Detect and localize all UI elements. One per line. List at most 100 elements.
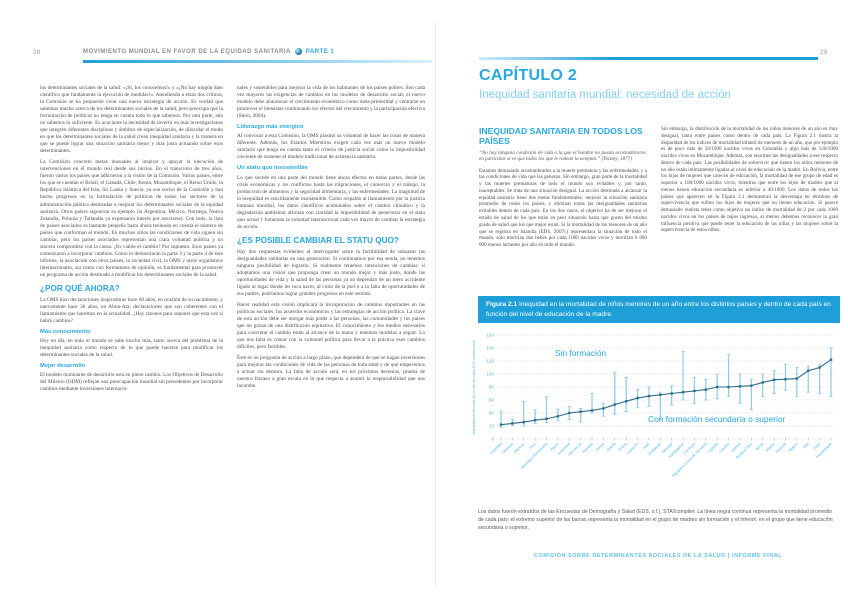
paragraph: Hacer realidad esta visión implicará la … — [237, 302, 425, 351]
data-point-marker — [556, 415, 560, 418]
data-point-marker — [681, 391, 685, 394]
paragraph: Al convocar a esta Comisión, la OMS plas… — [237, 133, 425, 161]
x-category-label: Haití — [643, 442, 651, 450]
annotation-sin-formacion: Sin formación — [555, 348, 607, 358]
left-column-2: nales y sostenibles para mejorar la vida… — [237, 85, 425, 457]
y-tick-label: 80 — [489, 385, 495, 390]
paragraph: La OMS hizo declaraciones inspiradoras h… — [40, 296, 223, 324]
data-point-marker — [704, 388, 708, 391]
data-point-marker — [659, 393, 662, 396]
running-header-title: MOVIMIENTO MUNDIAL EN FAVOR DE LA EQUIDA… — [83, 48, 291, 55]
chart-mean-line — [499, 358, 833, 426]
section-heading: Liderazgo más enérgico — [237, 124, 304, 131]
y-tick-label: 0 — [491, 437, 494, 442]
y-tick-label: 100 — [486, 372, 494, 377]
x-category-label: Colombia — [489, 442, 503, 456]
x-category-label: Jordania — [502, 442, 515, 455]
header-rule-left — [83, 60, 432, 63]
data-point-marker — [693, 389, 696, 393]
paragraph: Lo que sucede en una parte del mundo tie… — [237, 174, 425, 230]
data-point-marker — [568, 411, 571, 415]
x-category-label: Filipinas — [513, 442, 525, 454]
x-category-label: Zambia — [730, 442, 741, 453]
data-point-marker — [670, 392, 673, 395]
section-heading: Un statu quo insostenible — [237, 165, 308, 172]
section-heading: Más conocimiento — [40, 328, 91, 335]
x-category-label: Benin — [755, 442, 764, 451]
chapter-subtitle: Inequidad sanitaria mundial: necesidad d… — [479, 89, 731, 101]
data-point-marker — [590, 409, 594, 412]
chart-x-axis-ticks — [500, 437, 832, 441]
data-point-marker — [624, 400, 628, 403]
data-point-marker — [602, 407, 605, 410]
data-point-marker — [647, 394, 651, 398]
data-point-marker — [716, 385, 719, 389]
y-tick-label: 20 — [489, 424, 495, 429]
paragraph: Éste es un programa de acción a largo pl… — [237, 355, 425, 390]
x-category-label: Lesotho — [718, 442, 730, 454]
y-tick-label: 160 — [486, 333, 494, 338]
data-point-marker — [829, 358, 833, 361]
data-point-marker — [727, 385, 730, 389]
data-point-marker — [795, 377, 799, 380]
figure-banner: Figura 2.1 Inequidad en la mortalidad de… — [478, 296, 840, 324]
figure-note: Los datos fueron extraídos de las Encues… — [478, 509, 833, 531]
x-category-label: Namibia — [582, 442, 594, 454]
x-category-label: Camerún — [626, 442, 639, 455]
data-point-marker — [522, 420, 525, 424]
running-header-part: PARTE 1 — [305, 48, 335, 55]
y-axis-title: Mortalidad de menores de un año por cada… — [472, 339, 476, 434]
paragraph: El modelo dominante de desarrollo está e… — [40, 372, 223, 393]
paragraph: nales y sostenibles para mejorar la vida… — [237, 85, 425, 120]
x-category-label: Kenya — [595, 442, 605, 452]
section-heading: ¿ES POSIBLE CAMBIAR EL STATU QUO? — [237, 235, 399, 245]
paragraph: los determinantes sociales de la salud: … — [40, 85, 223, 155]
infant-mortality-chart: 0 20 40 60 80 100 120 140 160 Sin formación Con fo… — [472, 333, 834, 478]
page-gutter — [435, 22, 436, 587]
data-point-marker — [499, 423, 503, 426]
data-point-marker — [738, 385, 742, 388]
paragraph: Sin embargo, la distribución de la morta… — [661, 126, 838, 234]
data-point-marker — [533, 418, 537, 422]
page-number-right: 29 — [820, 49, 828, 56]
x-category-label: Malawi — [765, 442, 776, 453]
x-category-label: Egipto — [550, 442, 560, 452]
x-category-label: Malí — [802, 442, 810, 450]
section-heading: ¿POR QUÉ AHORA? — [40, 283, 120, 293]
data-point-marker — [818, 366, 821, 369]
paragraph: La Comisión concretó metas inusuales al … — [40, 159, 223, 278]
figure-caption: Inequidad en la mortalidad de niños meno… — [486, 301, 831, 318]
data-point-marker — [511, 422, 514, 425]
y-tick-label: 60 — [489, 398, 495, 403]
data-point-marker — [636, 396, 639, 400]
x-category-label: Bolivia — [606, 442, 616, 452]
data-point-marker — [807, 369, 810, 372]
data-point-marker — [545, 417, 548, 421]
x-category-label: Uganda — [707, 442, 719, 454]
left-column-1: los determinantes sociales de la salud: … — [40, 85, 223, 457]
header-rule-right — [479, 57, 818, 60]
x-category-label: Chad — [812, 442, 821, 451]
data-point-marker — [784, 378, 787, 381]
paragraph: Hoy en día, en todo el mundo se sabe muc… — [40, 338, 223, 359]
x-category-label: Rwanda — [775, 442, 787, 454]
chart-y-tick-labels: 0 20 40 60 80 100 120 140 160 — [486, 333, 494, 442]
epigraph-quote: “No hay ninguna condición de vida a la q… — [479, 149, 647, 163]
section-heading: INEQUIDAD SANITARIA EN TODOS LOS PAÍSES — [479, 126, 643, 147]
annotation-con-formacion: Con formación secundaria o superior — [648, 414, 786, 424]
page-number-left: 28 — [33, 49, 41, 56]
y-tick-label: 140 — [486, 346, 494, 351]
page-footer: COMISIÓN SOBRE DETERMINANTES SOCIALES DE… — [533, 553, 783, 559]
data-point-marker — [613, 403, 616, 406]
right-column-1: INEQUIDAD SANITARIA EN TODOS LOS PAÍSES “… — [479, 126, 647, 292]
data-point-marker — [750, 384, 753, 387]
paragraph: Estamos demasiado acostumbrados a la mue… — [479, 167, 647, 249]
data-point-marker — [772, 378, 776, 382]
x-category-label: Perú — [529, 442, 537, 450]
data-point-marker — [761, 381, 764, 384]
paragraph: Hay dos respuestas evidentes al interrog… — [237, 248, 425, 297]
figure-label: Figura 2.1 — [486, 301, 518, 308]
chapter-title: CAPÍTULO 2 — [479, 67, 578, 84]
